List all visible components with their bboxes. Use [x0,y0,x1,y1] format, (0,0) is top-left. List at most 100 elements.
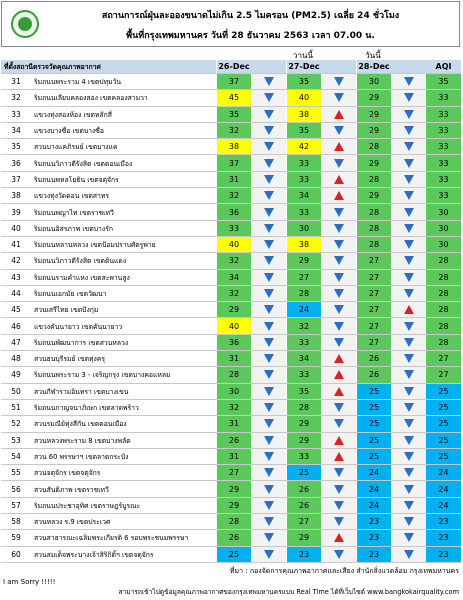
arrow-shape [403,289,414,298]
pm25-value: 38 [286,236,321,253]
pm25-value: 30 [286,220,321,236]
pm25-value: 29 [216,497,251,514]
arrow-shape [333,109,344,119]
trend-cell [251,432,286,448]
station-name: สวนบางแคภิรมย์ เขตบางแค [34,143,118,152]
station-number: 33 [11,109,21,119]
pm25-value: 26 [286,497,321,514]
trend-arrow [403,337,414,347]
table-row: 41 ริมถนนหลานหลวง เขตป้อมปราบศัตรูพ่าย 40 3… [1,236,461,254]
arrow-shape [333,207,344,217]
station-number: 54 [11,451,21,461]
trend-arrow [333,93,344,103]
trend-cell [391,188,426,204]
aqi-value: 28 [426,253,461,269]
trend-cell [251,106,286,122]
pm25-value: 29 [356,122,391,139]
arrow-shape [333,191,344,201]
table-row: 35 สวนบางแคภิรมย์ เขตบางแค 38 42 28 33 [1,139,461,156]
aqi-value: 28 [426,318,461,334]
arrow-shape [263,484,274,494]
arrow-shape [403,517,414,527]
trend-arrow [333,289,344,298]
station-name: ริมถนนพหลโยธิน เขตจตุจักร [34,175,119,184]
trend-arrow [333,386,344,396]
trend-arrow [333,207,344,217]
arrow-shape [263,354,274,364]
table-row: 49 ริมถนนพระราม 3 - เจริญกรุง เขตบางคอแหล… [1,367,461,384]
pm25-value: 31 [216,171,251,188]
trend-cell [391,334,426,351]
arrow-shape [403,77,414,87]
pm25-value: 28 [286,285,321,302]
trend-arrow [403,517,414,527]
arrow-shape [263,468,274,478]
table-row: 43 ริมถนนรามคำแหง เขตสะพานสูง 34 27 27 28 [1,269,461,286]
pm25-value: 27 [216,465,251,481]
pm25-value: 24 [356,465,391,481]
trend-cell [251,74,286,90]
arrow-shape [333,517,344,527]
trend-cell [251,367,286,383]
arrow-shape [403,419,414,429]
trend-cell [321,399,356,416]
trend-arrow [333,256,344,266]
table-row: 50 สวนกีฬารามอินทรา เขตบางเขน 30 35 25 25 [1,383,461,400]
logo [11,10,39,38]
pm25-value: 38 [216,139,251,155]
arrow-shape [333,484,344,494]
pm25-value: 25 [356,399,391,416]
trend-arrow [333,305,344,315]
table-row: 52 สวนรมณีย์ทุ่งสีกัน เขตดอนเมือง 31 29 25 25 [1,416,461,433]
table-row: 48 สวนธนบุรีรมย์ เขตทุ่งครุ 31 34 26 27 [1,351,461,368]
table-row: 40 ริมถนนอิสรภาพ เขตบางรัก 33 30 28 30 [1,220,461,237]
aqi-value: 25 [426,448,461,465]
pm25-value: 33 [286,334,321,351]
pm25-value: 33 [286,448,321,465]
arrow-shape [403,468,414,478]
trend-arrow [403,321,414,331]
arrow-shape [263,174,274,184]
arrow-shape [403,93,414,103]
pm25-value: 28 [356,171,391,188]
column-header-gap [251,60,286,73]
arrow-shape [333,435,344,445]
trend-cell [321,139,356,155]
trend-cell [391,546,426,562]
aqi-value: 33 [426,122,461,139]
table-row: 33 แขวงทุ่งสองห้อง เขตหลักสี่ 35 38 29 33 [1,106,461,123]
station-number: 50 [11,386,21,396]
station-name: ริมถนนเลียบคลองสอง เขตคลองสามวา [34,94,148,103]
trend-cell [321,74,356,90]
pm25-value: 34 [286,188,321,204]
subtitle: พื้นที่กรุงเทพมหานคร วันที่ 28 ธันวาคม 2… [126,31,375,41]
trend-cell [391,416,426,432]
pm25-value: 35 [216,106,251,122]
pm25-value: 23 [356,514,391,530]
station-name: ริมถนนพระราม 3 - เจริญกรุง เขตบางคอแหลม [34,371,171,380]
trend-cell [321,155,356,171]
trend-cell [391,399,426,416]
arrow-shape [403,126,414,136]
station-name: ริมถนนกาญจนาภิเษก เขตลาดพร้าว [34,404,139,413]
trend-cell [251,188,286,204]
trend-cell [391,302,426,318]
arrow-shape [333,305,344,315]
arrow-shape [263,272,274,282]
trend-arrow [333,77,344,87]
trend-arrow [403,451,414,461]
table-row: 54 สวน 60 พรรษาฯ เขตลาดกระบัง 31 33 25 25 [1,448,461,466]
pm25-value: 24 [356,497,391,514]
trend-arrow [263,305,274,315]
table-row: 38 แขวงทุ่งวัดดอน เขตสาทร 32 34 29 33 [1,188,461,205]
arrow-shape [333,223,344,233]
trend-arrow [333,158,344,168]
station-number: 39 [11,207,21,217]
station-number: 34 [11,126,21,136]
station-number: 45 [11,305,21,315]
trend-cell [391,171,426,188]
aqi-value: 27 [426,367,461,383]
arrow-shape [333,337,344,347]
trend-cell [251,497,286,514]
station-number: 57 [11,500,21,510]
